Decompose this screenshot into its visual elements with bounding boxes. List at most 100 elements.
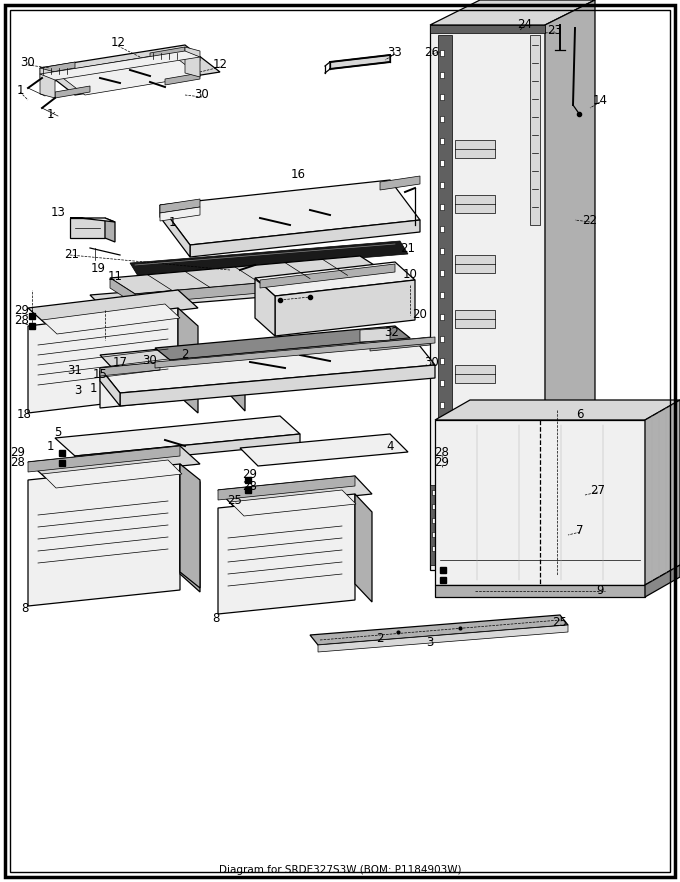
Text: 1: 1	[89, 382, 97, 394]
Polygon shape	[455, 195, 495, 213]
Text: 17: 17	[112, 355, 128, 369]
Text: 29: 29	[10, 446, 26, 460]
Polygon shape	[438, 35, 452, 560]
Text: 10: 10	[403, 268, 418, 281]
Text: 30: 30	[194, 88, 209, 101]
Text: 22: 22	[583, 213, 598, 227]
Polygon shape	[355, 494, 372, 602]
Polygon shape	[545, 0, 595, 570]
Text: 21: 21	[65, 249, 80, 261]
Polygon shape	[28, 446, 180, 472]
Polygon shape	[455, 140, 495, 158]
Text: 8: 8	[212, 611, 220, 624]
Text: 14: 14	[592, 93, 607, 107]
Polygon shape	[70, 218, 115, 222]
Text: 12: 12	[212, 58, 228, 71]
Text: 5: 5	[54, 425, 62, 438]
Polygon shape	[100, 358, 230, 408]
Polygon shape	[435, 400, 680, 420]
Text: Diagram for SRDE327S3W (BOM: P1184903W): Diagram for SRDE327S3W (BOM: P1184903W)	[219, 865, 461, 875]
Polygon shape	[455, 255, 495, 273]
Polygon shape	[100, 342, 245, 371]
Text: 13: 13	[50, 206, 65, 220]
Text: 1: 1	[46, 439, 54, 452]
Text: 25: 25	[228, 494, 243, 506]
Polygon shape	[42, 304, 180, 334]
Text: 7: 7	[576, 524, 583, 536]
Polygon shape	[160, 207, 200, 221]
Polygon shape	[380, 176, 420, 190]
Text: 1: 1	[46, 108, 54, 121]
Polygon shape	[440, 138, 444, 144]
Polygon shape	[440, 72, 444, 78]
Polygon shape	[530, 35, 540, 225]
Polygon shape	[370, 337, 430, 351]
Polygon shape	[432, 504, 436, 509]
Polygon shape	[230, 490, 356, 516]
Polygon shape	[260, 264, 395, 288]
Text: 4: 4	[386, 439, 394, 452]
Polygon shape	[432, 490, 436, 495]
Polygon shape	[440, 160, 444, 166]
Text: 26: 26	[424, 46, 439, 58]
Polygon shape	[40, 45, 220, 95]
Text: 18: 18	[16, 408, 31, 422]
Text: 32: 32	[385, 326, 399, 340]
Polygon shape	[440, 292, 444, 298]
Text: 24: 24	[517, 18, 532, 31]
Text: 29: 29	[243, 468, 258, 482]
Polygon shape	[178, 308, 198, 413]
Polygon shape	[430, 25, 545, 33]
Polygon shape	[440, 512, 444, 518]
Polygon shape	[440, 182, 444, 188]
Polygon shape	[440, 358, 444, 364]
Polygon shape	[440, 116, 444, 122]
Text: 23: 23	[547, 24, 562, 36]
Polygon shape	[130, 241, 408, 276]
Polygon shape	[435, 585, 645, 597]
Text: 2: 2	[182, 348, 189, 362]
Polygon shape	[55, 416, 300, 456]
Polygon shape	[110, 278, 135, 304]
Polygon shape	[645, 400, 680, 585]
Polygon shape	[275, 280, 415, 336]
Text: 33: 33	[388, 46, 403, 58]
Polygon shape	[430, 25, 545, 570]
Polygon shape	[430, 485, 450, 565]
Text: 30: 30	[20, 56, 35, 70]
Polygon shape	[310, 615, 568, 645]
Text: 28: 28	[243, 480, 258, 492]
Polygon shape	[440, 424, 444, 430]
Polygon shape	[330, 55, 390, 69]
Text: 31: 31	[67, 363, 82, 377]
Polygon shape	[440, 270, 444, 276]
Polygon shape	[90, 270, 410, 310]
Polygon shape	[230, 358, 245, 411]
Polygon shape	[100, 362, 160, 376]
Text: 2: 2	[376, 632, 384, 645]
Polygon shape	[432, 546, 436, 551]
Text: 8: 8	[21, 602, 29, 615]
Polygon shape	[28, 446, 200, 480]
Polygon shape	[135, 272, 385, 304]
Polygon shape	[40, 51, 200, 80]
Polygon shape	[28, 308, 178, 413]
Polygon shape	[55, 86, 90, 98]
Text: 28: 28	[11, 457, 25, 469]
Polygon shape	[455, 365, 495, 383]
Text: 30: 30	[424, 355, 439, 369]
Polygon shape	[180, 464, 200, 592]
Polygon shape	[240, 434, 408, 466]
Polygon shape	[645, 565, 680, 597]
Polygon shape	[440, 446, 444, 452]
Polygon shape	[440, 468, 444, 474]
Polygon shape	[105, 218, 115, 242]
Polygon shape	[440, 248, 444, 254]
Polygon shape	[75, 434, 300, 466]
Text: 15: 15	[92, 369, 107, 382]
Polygon shape	[440, 336, 444, 342]
Polygon shape	[190, 220, 420, 257]
Text: 3: 3	[426, 636, 434, 648]
Polygon shape	[440, 226, 444, 232]
Text: 6: 6	[576, 408, 583, 422]
